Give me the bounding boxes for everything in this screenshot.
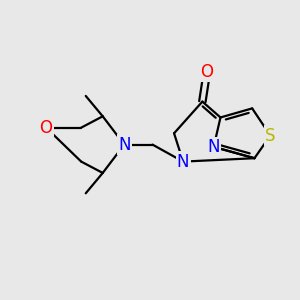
Text: O: O bbox=[40, 118, 52, 136]
Text: S: S bbox=[265, 127, 276, 145]
Text: N: N bbox=[177, 153, 189, 171]
Text: N: N bbox=[207, 138, 220, 156]
Text: O: O bbox=[200, 63, 213, 81]
Text: N: N bbox=[118, 136, 130, 154]
